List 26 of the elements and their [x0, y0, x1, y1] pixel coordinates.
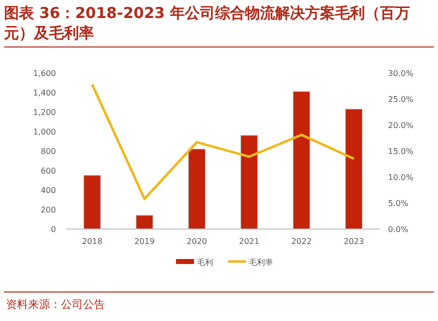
x-tick-label: 2021	[238, 237, 260, 246]
y2-tick-label: 5.0%	[388, 199, 409, 208]
x-tick-label: 2020	[186, 237, 208, 246]
y2-tick-label: 15.0%	[388, 147, 414, 156]
y-tick-label: 1,200	[33, 108, 56, 117]
y-tick-label: 800	[40, 147, 56, 156]
y2-tick-label: 30.0%	[388, 69, 414, 78]
y-tick-label: 1,600	[33, 69, 56, 78]
y2-tick-label: 0.0%	[388, 225, 409, 234]
y2-tick-label: 25.0%	[388, 95, 414, 104]
legend-label: 毛利率	[249, 258, 273, 267]
chart-title: 图表 36：2018-2023 年公司综合物流解决方案毛利（百万元）及毛利率	[4, 3, 412, 43]
x-tick-label: 2018	[82, 237, 102, 246]
legend-label: 毛利	[197, 258, 213, 267]
y-tick-label: 1,000	[33, 128, 56, 136]
x-tick-label: 2019	[134, 237, 155, 246]
y2-tick-label: 20.0%	[388, 121, 414, 130]
y-tick-label: 600	[40, 166, 56, 176]
y2-tick-label: 10.0%	[388, 173, 414, 182]
x-tick-label: 2023	[344, 237, 364, 246]
y-tick-label: 1,400	[33, 88, 56, 98]
y-tick-label: 400	[40, 186, 56, 195]
y-tick-label: 0	[50, 225, 56, 234]
text: 资料来源：公司公告	[6, 298, 105, 311]
y-tick-label: 200	[40, 206, 56, 214]
x-tick-label: 2022	[291, 237, 312, 246]
